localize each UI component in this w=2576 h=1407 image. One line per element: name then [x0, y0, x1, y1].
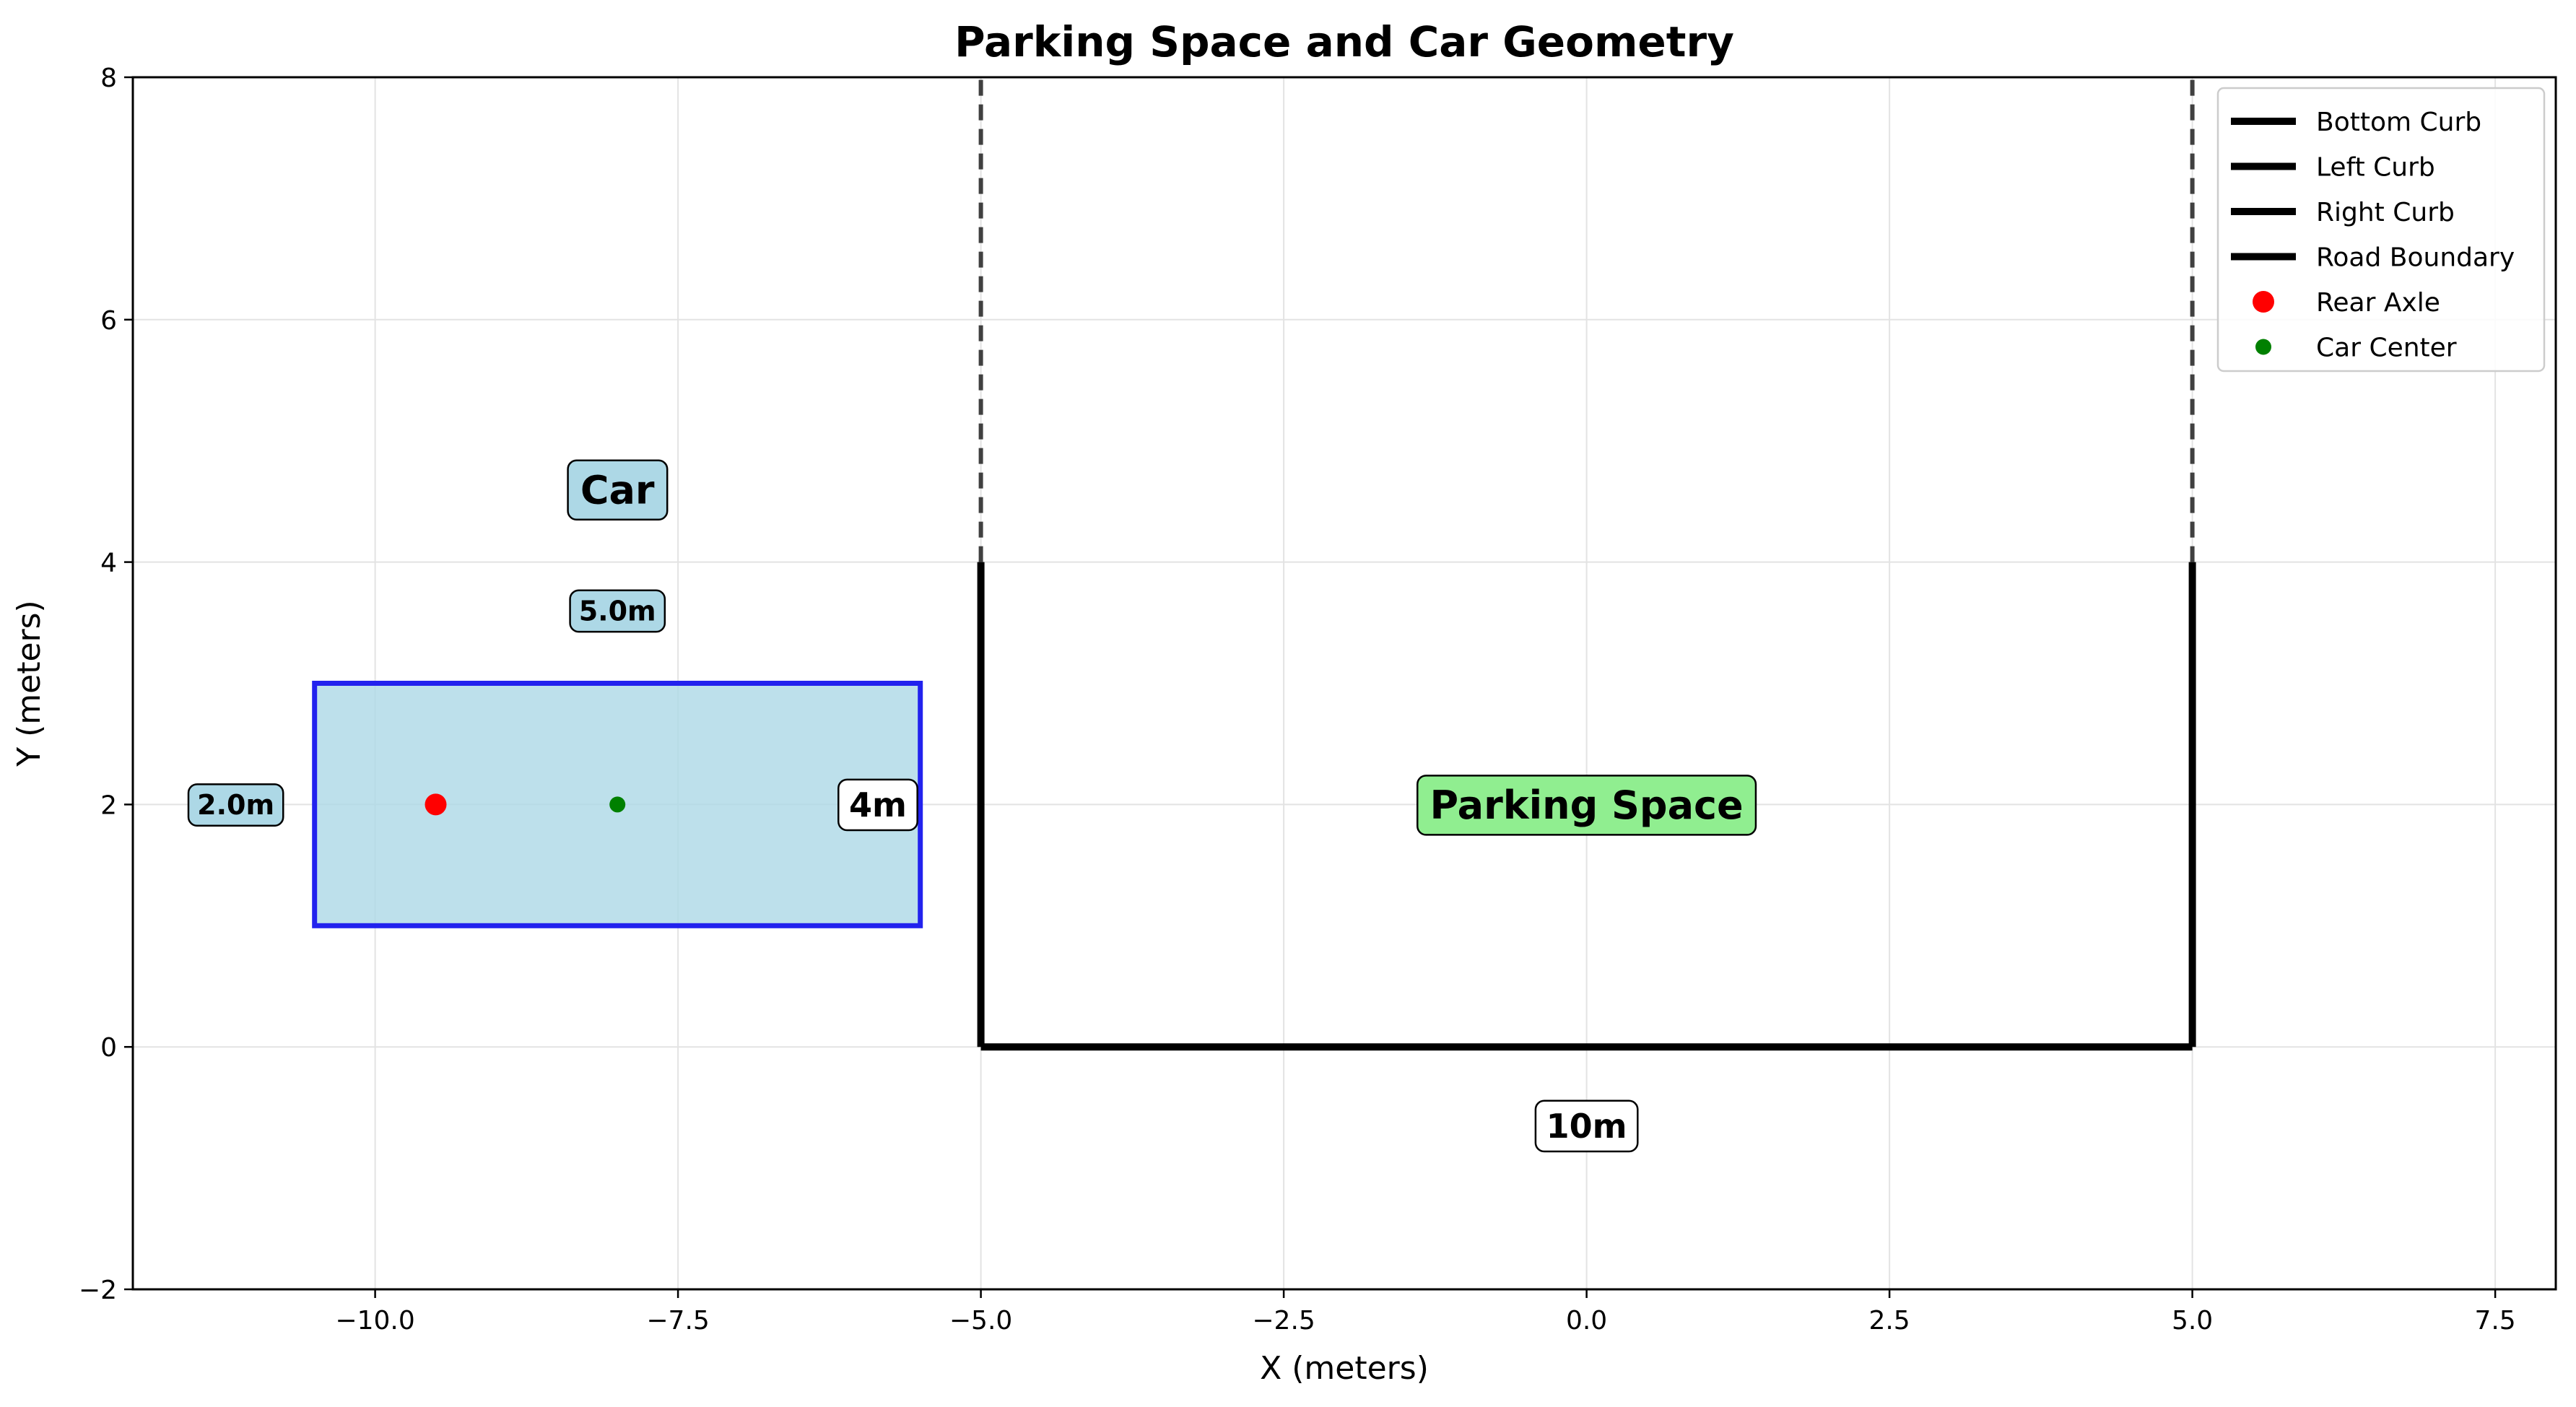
- annotation-text: Parking Space: [1430, 783, 1744, 828]
- annotation-text: 4m: [849, 785, 907, 824]
- y-tick-label: 6: [100, 306, 117, 336]
- annotation-text: 5.0m: [579, 595, 656, 627]
- legend-label: Rear Axle: [2316, 288, 2440, 318]
- y-axis-label: Y (meters): [11, 600, 48, 767]
- legend-marker-swatch: [2253, 291, 2274, 313]
- x-tick-label: −5.0: [949, 1306, 1012, 1336]
- annotation-box: [837, 778, 918, 832]
- car-center-marker: [609, 796, 626, 813]
- annotation-label: Parking Space: [1416, 775, 1757, 836]
- y-tick-label: −2: [79, 1276, 117, 1305]
- legend-marker-swatch: [2255, 339, 2271, 355]
- legend-label: Road Boundary: [2316, 243, 2515, 273]
- x-axis-label: X (meters): [1260, 1350, 1429, 1387]
- annotation-label: 4m: [837, 778, 918, 832]
- x-tick-label: 5.0: [2172, 1306, 2213, 1336]
- annotation-text: 2.0m: [197, 789, 274, 821]
- y-tick-label: 0: [100, 1033, 117, 1063]
- y-tick-label: 8: [100, 64, 117, 93]
- x-tick-label: 7.5: [2474, 1306, 2515, 1336]
- x-tick-label: −7.5: [646, 1306, 709, 1336]
- annotation-label: Car: [567, 459, 669, 521]
- annotation-label: 5.0m: [569, 589, 666, 633]
- annotation-label: 2.0m: [187, 783, 284, 827]
- legend-label: Left Curb: [2316, 153, 2435, 183]
- annotation-label: 10m: [1534, 1099, 1639, 1153]
- annotation-box: [569, 589, 666, 633]
- legend: Bottom Curb Left Curb Right Curb Road Bound…: [2216, 87, 2546, 373]
- annotation-box: [187, 783, 284, 827]
- annotation-text: 10m: [1546, 1107, 1627, 1146]
- x-tick-label: 2.5: [1868, 1306, 1910, 1336]
- rear-axle-marker: [425, 793, 447, 816]
- ticks: −10.0 −7.5 −5.0 −2.5 0.0 2.5 5.0 7.5 −2 0 2 4 6 8: [79, 64, 2516, 1336]
- annotation-box: [567, 459, 669, 521]
- annotations: Car 5.0m 2.0m 4m Parking Space 10m: [187, 459, 1757, 1153]
- y-tick-label: 4: [100, 549, 117, 578]
- x-tick-label: 0.0: [1566, 1306, 1607, 1336]
- annotation-box: [1534, 1099, 1639, 1153]
- axes-frame: [131, 76, 2557, 1291]
- x-tick-label: −2.5: [1252, 1306, 1315, 1336]
- annotation-text: Car: [580, 467, 655, 513]
- annotation-box: [1416, 775, 1757, 836]
- legend-label: Bottom Curb: [2316, 108, 2481, 137]
- legend-label: Car Center: [2316, 334, 2457, 363]
- legend-label: Right Curb: [2316, 198, 2455, 227]
- legend-box: [2216, 87, 2546, 373]
- y-tick-label: 2: [100, 790, 117, 820]
- plot-shapes: [312, 77, 2196, 1051]
- chart-title: Parking Space and Car Geometry: [954, 17, 1734, 66]
- x-tick-label: −10.0: [335, 1306, 414, 1336]
